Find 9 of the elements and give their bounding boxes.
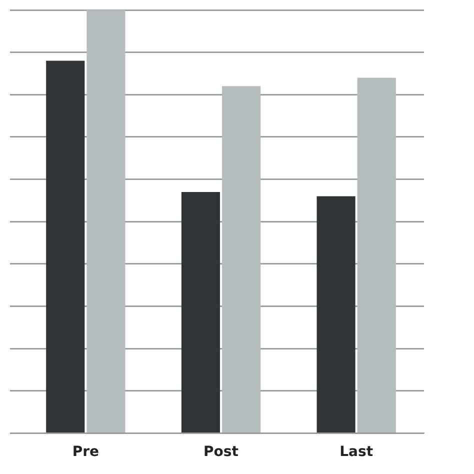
bar [181, 192, 220, 432]
bar [316, 196, 356, 432]
bar [357, 78, 396, 432]
bar [46, 60, 85, 432]
x-tick-label: Pre [72, 444, 100, 460]
bar [86, 10, 126, 432]
x-tick-label: Post [204, 444, 239, 460]
bar [222, 86, 261, 432]
x-tick-label: Last [340, 444, 374, 460]
